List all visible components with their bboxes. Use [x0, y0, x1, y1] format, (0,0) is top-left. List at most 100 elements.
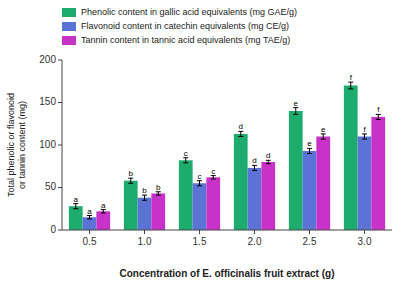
- error-cap: [101, 213, 106, 214]
- annotation: c: [184, 149, 188, 158]
- legend-swatch: [62, 8, 76, 17]
- y-tick: [58, 230, 62, 231]
- error-cap: [87, 218, 92, 219]
- error-bar: [252, 165, 257, 170]
- annotation: f: [350, 73, 353, 82]
- annotation: e: [307, 139, 312, 148]
- error-cap: [183, 162, 188, 163]
- error-cap: [128, 183, 133, 184]
- y-axis-label: Total phenolic or flavonoidor tannin con…: [6, 93, 27, 197]
- annotation: f: [377, 105, 380, 114]
- error-bar: [87, 216, 92, 219]
- x-tick-label: 3.0: [358, 236, 372, 247]
- error-bar: [73, 204, 78, 209]
- bar: [303, 151, 317, 230]
- x-tick: [364, 230, 365, 234]
- error-line: [185, 158, 186, 163]
- error-cap: [197, 185, 202, 186]
- legend: Phenolic content in gallic acid equivale…: [62, 7, 297, 45]
- x-tick: [309, 230, 310, 234]
- legend-label: Tannin content in tannic acid equivalent…: [81, 35, 290, 45]
- error-bar: [183, 158, 188, 163]
- bar: [358, 137, 372, 231]
- y-tick-label: 50: [45, 181, 57, 192]
- error-bar: [307, 148, 312, 153]
- error-bar: [101, 210, 106, 213]
- error-cap: [73, 208, 78, 209]
- y-tick-label: 0: [50, 224, 56, 235]
- error-cap: [266, 163, 271, 164]
- error-cap: [307, 153, 312, 154]
- y-axis-label-line: Total phenolic or flavonoid: [6, 93, 16, 197]
- error-line: [240, 131, 241, 136]
- bar: [371, 117, 385, 230]
- error-cap: [238, 136, 243, 137]
- x-axis-label: Concentration of E. officinalis fruit ex…: [119, 268, 334, 279]
- bar: [193, 183, 207, 230]
- chart: 050100150200abcdefabcdefabcdef0.51.01.52…: [0, 0, 401, 285]
- annotation: b: [129, 169, 134, 178]
- error-cap: [293, 114, 298, 115]
- error-bar: [142, 195, 147, 200]
- y-tick: [58, 102, 62, 103]
- legend-swatch: [62, 22, 76, 31]
- annotation: e: [294, 99, 299, 108]
- x-tick-label: 1.5: [193, 236, 207, 247]
- error-cap: [376, 119, 381, 120]
- error-cap: [142, 200, 147, 201]
- x-tick-label: 1.0: [138, 236, 152, 247]
- error-line: [158, 192, 159, 195]
- error-bar: [156, 192, 161, 195]
- error-line: [199, 181, 200, 186]
- x-tick-label: 2.0: [248, 236, 262, 247]
- y-axis: [62, 60, 63, 230]
- annotation: d: [266, 151, 270, 160]
- error-bar: [362, 134, 367, 139]
- error-cap: [362, 139, 367, 140]
- x-tick: [199, 230, 200, 234]
- y-tick: [58, 187, 62, 188]
- error-cap: [252, 170, 257, 171]
- annotation: b: [156, 183, 161, 192]
- bar: [234, 134, 248, 230]
- x-tick: [89, 230, 90, 234]
- error-line: [130, 178, 131, 183]
- bar: [151, 193, 165, 230]
- error-cap: [156, 195, 161, 196]
- y-tick-label: 200: [39, 54, 56, 65]
- error-bar: [321, 134, 326, 139]
- error-line: [309, 148, 310, 153]
- x-axis: [62, 230, 392, 231]
- error-line: [89, 216, 90, 219]
- error-line: [295, 108, 296, 115]
- error-bar: [293, 108, 298, 115]
- error-cap: [211, 179, 216, 180]
- error-bar: [211, 176, 216, 179]
- annotation: d: [252, 156, 256, 165]
- error-cap: [321, 139, 326, 140]
- error-line: [364, 134, 365, 139]
- annotation: e: [321, 125, 326, 134]
- annotation: a: [74, 195, 79, 204]
- annotation: a: [87, 207, 92, 216]
- legend-swatch: [62, 36, 76, 45]
- error-bar: [348, 82, 353, 89]
- annotation: c: [198, 172, 202, 181]
- error-line: [268, 160, 269, 163]
- error-line: [103, 210, 104, 213]
- y-tick: [58, 145, 62, 146]
- legend-label: Phenolic content in gallic acid equivale…: [81, 7, 297, 17]
- error-bar: [376, 114, 381, 119]
- bar: [206, 177, 220, 230]
- error-line: [254, 165, 255, 170]
- annotation: d: [239, 122, 243, 131]
- error-line: [75, 204, 76, 209]
- bar: [344, 86, 358, 231]
- legend-label: Flavonoid content in catechin equivalent…: [81, 21, 289, 31]
- error-bar: [128, 178, 133, 183]
- error-bar: [238, 131, 243, 136]
- y-tick: [58, 60, 62, 61]
- error-bar: [266, 160, 271, 163]
- bar: [69, 206, 83, 230]
- x-tick-label: 0.5: [83, 236, 97, 247]
